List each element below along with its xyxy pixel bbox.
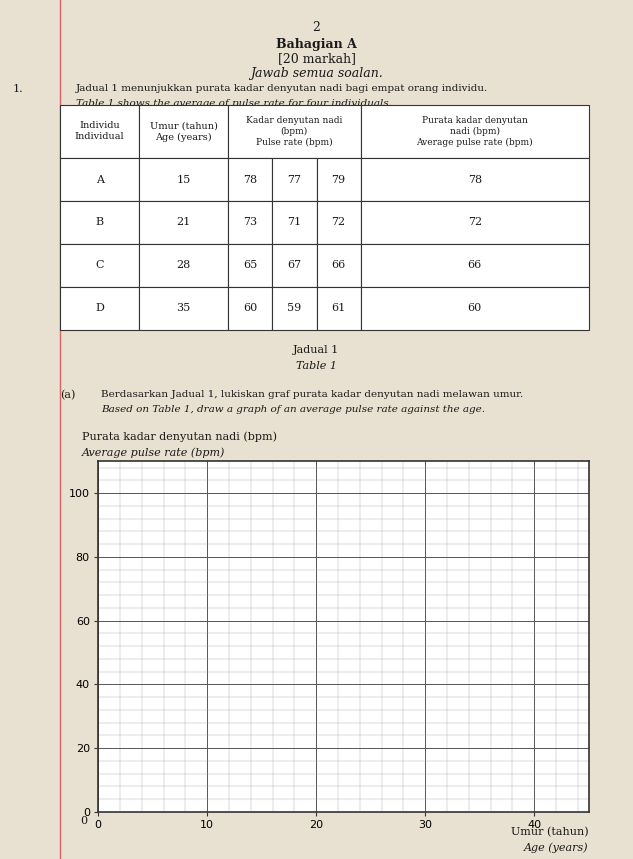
Text: 1.: 1. [13,84,23,94]
Bar [228,158,272,201]
Text: 78: 78 [243,174,257,185]
Bar [272,158,316,201]
Text: 77: 77 [287,174,301,185]
Text: 35: 35 [177,303,191,314]
Text: Umur (tahun): Umur (tahun) [511,827,589,838]
Text: Purata kadar denyutan
nadi (bpm)
Average pulse rate (bpm): Purata kadar denyutan nadi (bpm) Average… [417,116,533,147]
Text: 66: 66 [332,260,346,271]
Text: 72: 72 [332,217,346,228]
Bar [60,201,139,244]
Bar [316,287,361,330]
Text: 15: 15 [177,174,191,185]
Text: 60: 60 [468,303,482,314]
Bar [228,244,272,287]
Text: Individu
Individual: Individu Individual [75,121,125,142]
Text: B: B [96,217,104,228]
Bar [228,105,361,158]
Bar [316,244,361,287]
Bar [60,287,139,330]
Text: Berdasarkan Jadual 1, lukiskan graf purata kadar denyutan nadi melawan umur.: Berdasarkan Jadual 1, lukiskan graf pura… [101,390,523,399]
Text: Jadual 1: Jadual 1 [293,345,340,356]
Bar [361,244,589,287]
Text: 61: 61 [332,303,346,314]
Bar [272,287,316,330]
Text: 65: 65 [243,260,257,271]
Text: C: C [96,260,104,271]
Text: 71: 71 [287,217,301,228]
Bar [139,158,228,201]
Text: 78: 78 [468,174,482,185]
Bar [60,158,139,201]
Text: 79: 79 [332,174,346,185]
Text: 28: 28 [177,260,191,271]
Bar [139,287,228,330]
Bar [60,244,139,287]
Text: A: A [96,174,104,185]
Text: 2: 2 [313,21,320,34]
Text: Age (years): Age (years) [524,843,589,853]
Bar [361,105,589,158]
Bar [361,287,589,330]
Text: 60: 60 [243,303,257,314]
Text: Purata kadar denyutan nadi (bpm): Purata kadar denyutan nadi (bpm) [82,431,277,442]
Text: D: D [95,303,104,314]
Bar [272,244,316,287]
Text: Kadar denyutan nadi
(bpm)
Pulse rate (bpm): Kadar denyutan nadi (bpm) Pulse rate (bp… [246,116,342,147]
Bar [139,105,228,158]
Text: (a): (a) [60,390,75,400]
Text: Table 1: Table 1 [296,361,337,371]
Text: 0: 0 [80,816,88,826]
Bar [228,287,272,330]
Bar [272,201,316,244]
Text: 66: 66 [468,260,482,271]
Bar [139,201,228,244]
Bar [361,201,589,244]
Text: 21: 21 [177,217,191,228]
Text: 73: 73 [243,217,257,228]
Bar [316,201,361,244]
Text: 59: 59 [287,303,301,314]
Text: Table 1 shows the average of pulse rate for four individuals.: Table 1 shows the average of pulse rate … [76,99,392,107]
Bar [228,201,272,244]
Bar [60,105,139,158]
Bar [316,158,361,201]
Text: Based on Table 1, draw a graph of an average pulse rate against the age.: Based on Table 1, draw a graph of an ave… [101,405,486,414]
Text: 67: 67 [287,260,301,271]
Text: Bahagian A: Bahagian A [276,38,357,51]
Text: Umur (tahun)
Age (years): Umur (tahun) Age (years) [149,121,218,142]
Bar [361,158,589,201]
Text: 72: 72 [468,217,482,228]
Text: Jadual 1 menunjukkan purata kadar denyutan nadi bagi empat orang individu.: Jadual 1 menunjukkan purata kadar denyut… [76,84,488,93]
Text: Jawab semua soalan.: Jawab semua soalan. [250,67,383,80]
Bar [139,244,228,287]
Text: [20 markah]: [20 markah] [277,52,356,65]
Text: Average pulse rate (bpm): Average pulse rate (bpm) [82,448,226,458]
